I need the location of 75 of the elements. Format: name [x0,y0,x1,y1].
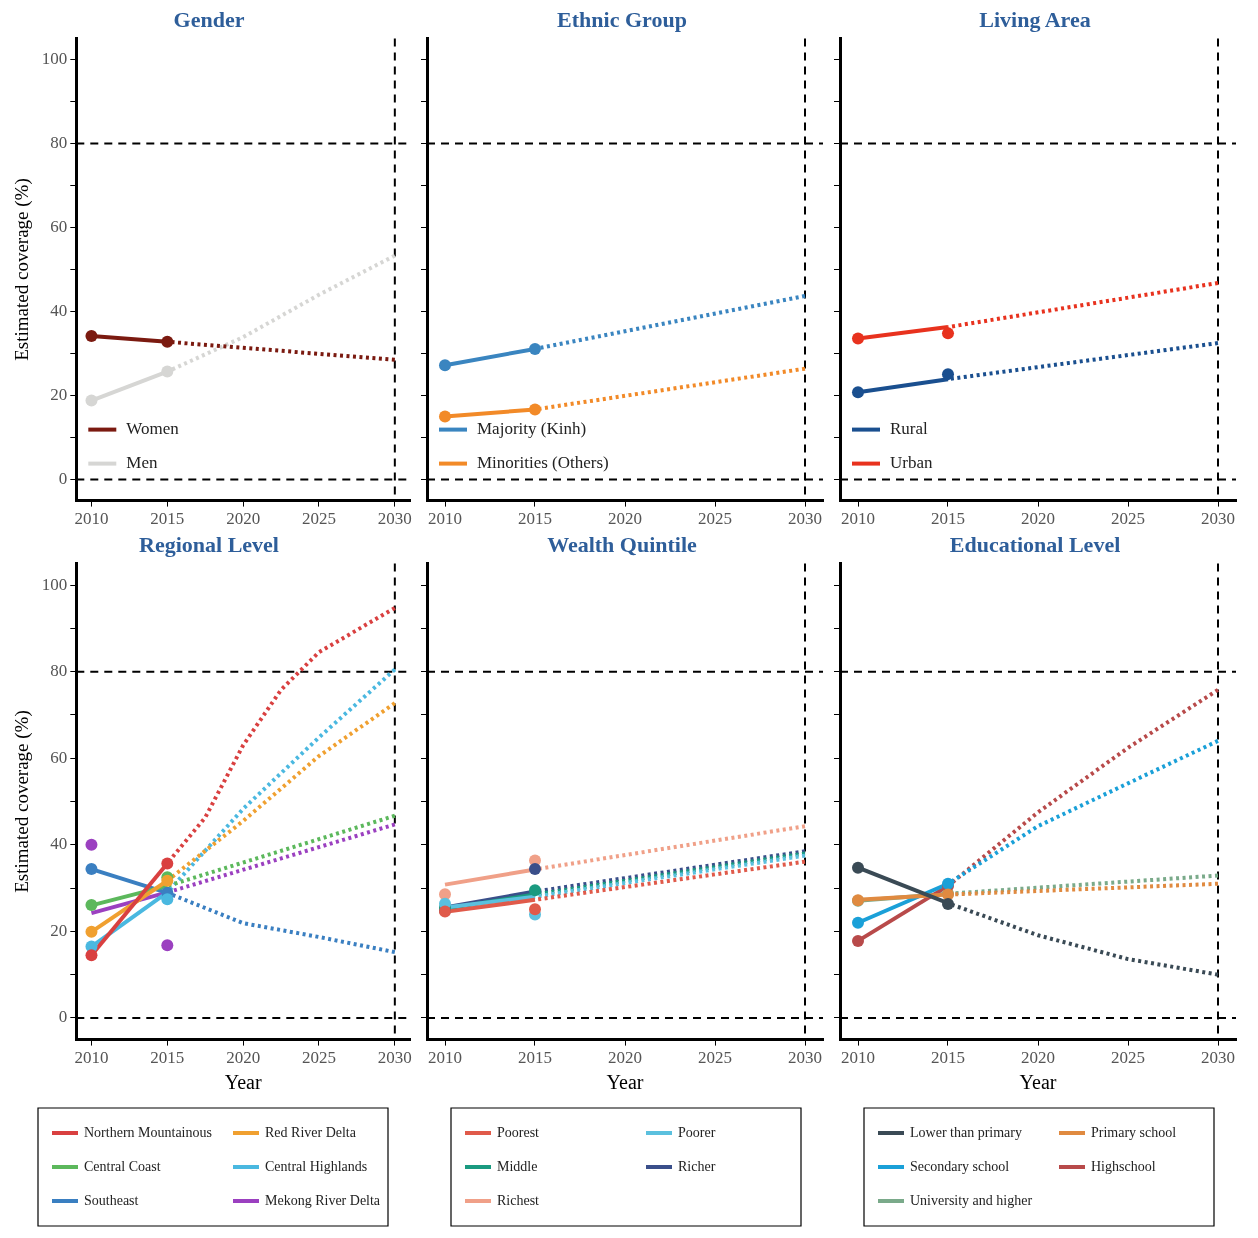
x-tick-label: 2030 [377,509,412,529]
x-tick-label: 2010 [841,1048,875,1068]
x-tick-label: 2010 [428,509,462,529]
y-tick-label: 80 [50,132,68,152]
x-tick-label: 2010 [74,1048,109,1068]
x-tick-label: 2015 [518,509,552,529]
y-tick-label: 40 [50,300,68,320]
legend-label: Middle [497,1158,538,1174]
x-tick-label: 2020 [608,509,642,529]
legend-label: Northern Mountainous [84,1124,212,1140]
x-axis-title: Year [606,1071,644,1094]
x-tick-label: 2030 [788,509,822,529]
legend-label: Highschool [1091,1158,1156,1174]
x-tick-label: 2015 [518,1048,552,1068]
legend-label: Men [126,453,158,473]
legend-label: Central Highlands [265,1158,368,1174]
legend-label: Richer [678,1158,716,1174]
y-tick-label: 0 [58,469,68,489]
y-tick-label: 40 [50,834,68,854]
x-tick-label: 2025 [301,1048,336,1068]
x-tick-label: 2010 [74,509,109,529]
legend-label: Southeast [84,1192,139,1208]
x-tick-label: 2020 [226,1048,261,1068]
chart-title: Wealth Quintile [547,531,698,557]
chart-title: Living Area [979,6,1091,32]
x-tick-label: 2030 [1201,1048,1235,1068]
x-tick-label: 2030 [377,1048,412,1068]
y-tick-label: 100 [41,574,68,594]
legend-label: Secondary school [910,1158,1010,1174]
x-axis-title: Year [224,1071,262,1094]
legend-label: Richest [497,1192,540,1208]
x-axis-title: Year [1019,1071,1057,1094]
x-tick-label: 2015 [931,1048,965,1068]
x-tick-label: 2015 [150,509,185,529]
legend-label: Rural [890,419,929,439]
legend-label: Primary school [1091,1124,1177,1140]
y-tick-label: 60 [50,747,68,767]
x-tick-label: 2015 [931,509,965,529]
y-axis-title: Estimated coverage (%) [11,710,34,893]
x-tick-label: 2020 [608,1048,642,1068]
y-tick-label: 0 [58,1007,68,1027]
chart-title: Ethnic Group [557,6,687,32]
legend-label: Women [126,419,180,439]
legend-label: Minorities (Others) [477,453,609,473]
y-tick-label: 80 [50,661,68,681]
y-tick-label: 20 [50,920,68,940]
x-tick-label: 2025 [698,509,732,529]
legend-label: Majority (Kinh) [477,419,587,439]
x-tick-label: 2015 [150,1048,185,1068]
legend-label: University and higher [910,1192,1033,1208]
legend-label: Urban [890,453,933,473]
y-axis-title: Estimated coverage (%) [11,178,34,361]
chart-title: Regional Level [139,531,279,557]
x-tick-label: 2030 [1201,509,1235,529]
x-tick-label: 2025 [1111,509,1145,529]
y-tick-label: 20 [50,385,68,405]
x-tick-label: 2025 [698,1048,732,1068]
legend-label: Poorest [497,1124,540,1140]
x-tick-label: 2010 [428,1048,462,1068]
x-tick-label: 2030 [788,1048,822,1068]
x-tick-label: 2020 [1021,1048,1055,1068]
legend-label: Poorer [678,1124,716,1140]
legend-label: Lower than primary [910,1124,1022,1140]
legend-label: Red River Delta [265,1124,357,1140]
x-tick-label: 2020 [1021,509,1055,529]
y-tick-label: 100 [41,48,68,68]
chart-title: Educational Level [949,531,1121,557]
y-tick-label: 60 [50,216,68,236]
legend-label: Mekong River Delta [265,1192,381,1208]
x-tick-label: 2010 [841,509,875,529]
legend-label: Central Coast [84,1158,161,1174]
x-tick-label: 2025 [1111,1048,1145,1068]
x-tick-label: 2020 [226,509,261,529]
chart-title: Gender [173,6,245,32]
x-tick-label: 2025 [301,509,336,529]
